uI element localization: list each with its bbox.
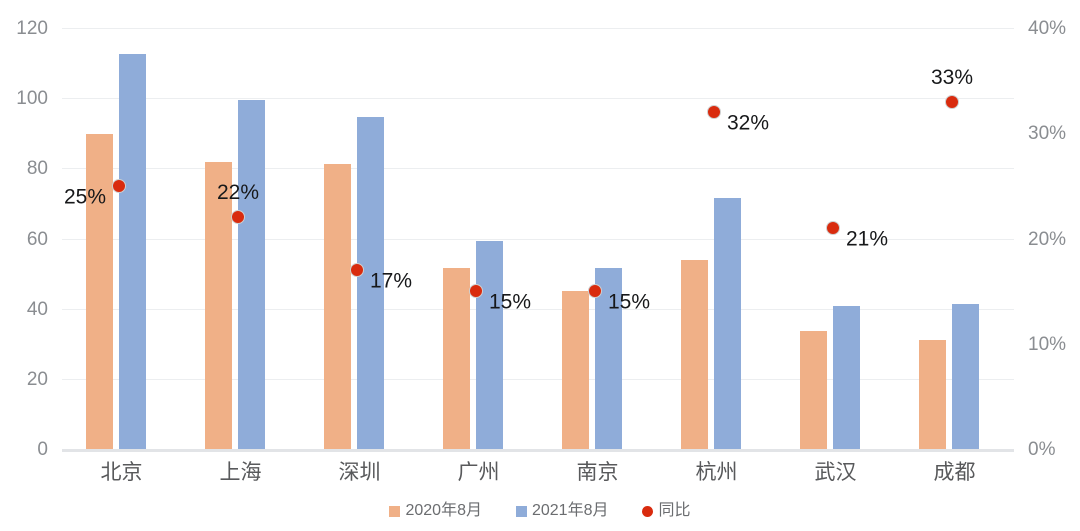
x-axis-label: 杭州	[695, 461, 738, 484]
y-axis-left-tick: 100	[16, 88, 48, 110]
data-point-label: 15%	[489, 290, 532, 314]
category-group: 15%	[538, 28, 657, 449]
data-point-label: 32%	[727, 111, 770, 135]
data-point-marker[interactable]	[112, 178, 126, 193]
bar-series-2020[interactable]	[681, 259, 708, 449]
bar-series-2021[interactable]	[476, 240, 503, 449]
x-axis-label: 武汉	[814, 461, 857, 484]
bar-series-2020[interactable]	[205, 162, 232, 449]
data-point-label: 33%	[930, 65, 974, 89]
legend-label: 2021年8月	[531, 502, 609, 519]
legend-item[interactable]: 2020年8月	[389, 503, 482, 519]
data-point-marker[interactable]	[231, 210, 245, 225]
gridline	[62, 378, 1014, 380]
y-axis-left-tick: 20	[26, 368, 48, 390]
bar-series-2021[interactable]	[238, 100, 265, 449]
category-group: 33%	[895, 28, 1014, 449]
bar-series-2021[interactable]	[357, 117, 384, 449]
gridline	[62, 28, 1014, 29]
bar-series-2021[interactable]	[833, 305, 860, 449]
bar-series-2020[interactable]	[443, 268, 470, 449]
gridline	[62, 168, 1014, 170]
data-point-marker[interactable]	[707, 105, 721, 120]
chart-legend: 2020年8月 2021年8月 同比	[0, 503, 1080, 519]
x-axis-label: 深圳	[338, 461, 381, 484]
bar-series-2021[interactable]	[595, 267, 622, 449]
bar-series-2021[interactable]	[952, 304, 979, 449]
bar-series-2021[interactable]	[714, 197, 741, 449]
y-axis-right-tick: 0%	[1028, 439, 1056, 460]
legend-label: 2020年8月	[405, 502, 482, 519]
data-point-label: 21%	[846, 227, 889, 251]
x-axis-label: 广州	[457, 461, 500, 484]
data-point-marker[interactable]	[350, 263, 364, 278]
y-axis-left-tick: 80	[26, 158, 48, 180]
bar-series-2020[interactable]	[324, 164, 351, 449]
data-point-label: 25%	[63, 185, 106, 209]
category-group: 32%	[657, 28, 776, 449]
bar-series-2020[interactable]	[86, 133, 113, 449]
x-axis-label: 南京	[576, 461, 619, 484]
data-point-marker[interactable]	[826, 220, 840, 235]
y-axis-right-tick: 30%	[1028, 123, 1067, 145]
legend-square-icon	[515, 505, 527, 517]
legend-square-icon	[389, 505, 401, 517]
y-axis-left-tick: 40	[26, 298, 48, 320]
x-axis-label: 成都	[933, 461, 976, 484]
data-point-marker[interactable]	[588, 284, 602, 299]
legend-item[interactable]: 同比	[642, 502, 691, 519]
data-point-marker[interactable]	[945, 94, 959, 109]
category-group: 25%	[62, 28, 181, 449]
x-axis-label: 北京	[100, 461, 143, 484]
y-axis-left-tick: 0	[37, 439, 48, 460]
y-axis-left-tick: 60	[26, 228, 48, 250]
category-group: 15%	[419, 28, 538, 449]
data-point-label: 15%	[608, 290, 651, 314]
data-point-marker[interactable]	[469, 284, 483, 299]
y-axis-right-tick: 20%	[1028, 228, 1067, 250]
data-point-label: 22%	[216, 181, 260, 205]
category-group: 22%	[181, 28, 300, 449]
legend-label: 同比	[658, 502, 691, 519]
category-group: 17%	[300, 28, 419, 449]
bar-series-2020[interactable]	[919, 340, 946, 449]
bar-series-2020[interactable]	[562, 291, 589, 449]
bar-series-2021[interactable]	[119, 54, 146, 449]
category-group: 21%	[776, 28, 895, 449]
gridline	[62, 238, 1014, 240]
gridline	[62, 449, 1014, 452]
y-axis-left-tick: 120	[16, 18, 48, 39]
x-axis-label: 上海	[219, 461, 262, 484]
y-axis-right-tick: 10%	[1028, 333, 1067, 355]
data-point-label: 17%	[370, 269, 413, 293]
gridline	[62, 98, 1014, 100]
legend-item[interactable]: 2021年8月	[515, 502, 609, 519]
bar-series-2020[interactable]	[800, 330, 827, 449]
gridline	[62, 308, 1014, 310]
plot-area: 25% 22% 17% 15% 15% 32% 21% 33%	[62, 28, 1014, 452]
y-axis-right-tick: 40%	[1028, 18, 1067, 39]
legend-dot-icon	[642, 505, 654, 517]
